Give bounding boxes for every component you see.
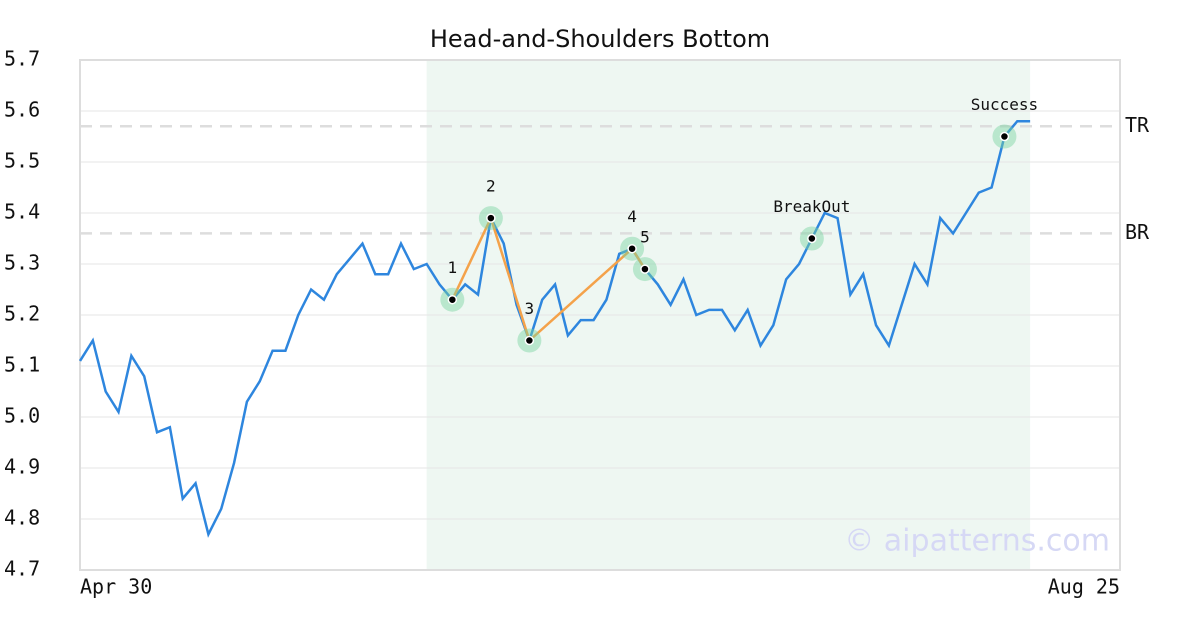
price-line [78, 119, 1031, 538]
plot-frame [79, 59, 1121, 571]
marker-label: 1 [448, 258, 458, 277]
marker-label: BreakOut [773, 197, 850, 216]
marker-dot [447, 294, 458, 305]
y-tick-label: 5.0 [4, 404, 40, 428]
marker-label: 4 [627, 207, 637, 226]
y-tick-label: 5.1 [4, 353, 40, 377]
level-label: TR [1125, 113, 1150, 137]
y-tick-label: 5.4 [4, 200, 40, 224]
y-tick-label: 5.3 [4, 251, 40, 275]
marker-dot [640, 264, 650, 274]
y-tick-label: 4.9 [4, 455, 40, 479]
marker-dot [999, 131, 1010, 142]
x-tick-label: Aug 25 [1048, 575, 1120, 599]
y-tick-label: 5.6 [4, 98, 40, 122]
y-tick-label: 4.7 [4, 557, 40, 581]
y-tick-label: 5.7 [4, 47, 40, 71]
marker-label: 5 [640, 228, 650, 247]
x-tick-label: Apr 30 [80, 575, 152, 599]
y-tick-label: 4.8 [4, 506, 40, 530]
watermark: © aipatterns.com [844, 524, 1110, 559]
marker-dot [524, 335, 535, 346]
chart-title: Head-and-Shoulders Bottom [430, 25, 770, 53]
marker-dot [627, 243, 637, 254]
level-label: BR [1125, 220, 1150, 244]
y-tick-label: 5.5 [4, 149, 40, 173]
marker-label: 2 [486, 177, 496, 196]
marker-dot [486, 213, 496, 223]
marker-dot [807, 233, 817, 244]
marker-label: Success [971, 95, 1038, 114]
marker-label: 3 [525, 299, 535, 318]
y-tick-label: 5.2 [4, 302, 40, 326]
